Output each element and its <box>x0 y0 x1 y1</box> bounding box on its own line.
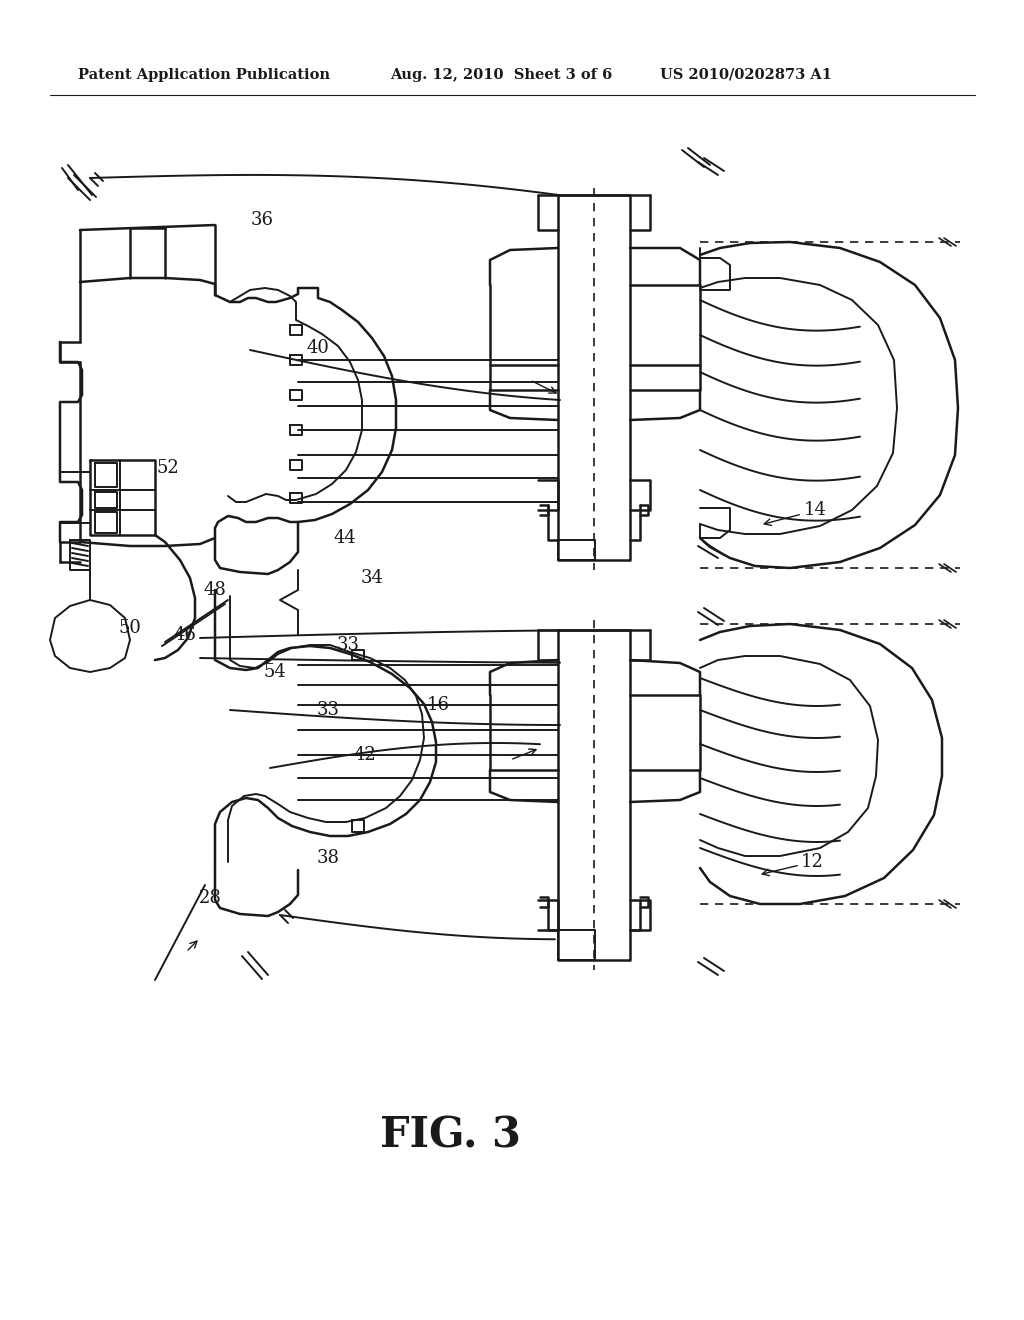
Text: 46: 46 <box>173 626 197 644</box>
Text: 14: 14 <box>804 502 826 519</box>
Text: 42: 42 <box>353 746 377 764</box>
Text: 48: 48 <box>204 581 226 599</box>
Text: FIG. 3: FIG. 3 <box>380 1114 520 1156</box>
Text: 34: 34 <box>360 569 383 587</box>
Text: 52: 52 <box>157 459 179 477</box>
Text: Patent Application Publication: Patent Application Publication <box>78 69 330 82</box>
Text: 33: 33 <box>316 701 340 719</box>
Text: 38: 38 <box>316 849 340 867</box>
Text: 36: 36 <box>251 211 273 228</box>
Text: 54: 54 <box>263 663 287 681</box>
Text: Aug. 12, 2010  Sheet 3 of 6: Aug. 12, 2010 Sheet 3 of 6 <box>390 69 612 82</box>
Text: 16: 16 <box>427 696 450 714</box>
Text: US 2010/0202873 A1: US 2010/0202873 A1 <box>660 69 831 82</box>
Text: 12: 12 <box>801 853 823 871</box>
Text: 33: 33 <box>337 636 359 653</box>
Text: 50: 50 <box>119 619 141 638</box>
Text: 28: 28 <box>199 888 221 907</box>
Text: 40: 40 <box>306 339 330 356</box>
Text: 44: 44 <box>334 529 356 546</box>
